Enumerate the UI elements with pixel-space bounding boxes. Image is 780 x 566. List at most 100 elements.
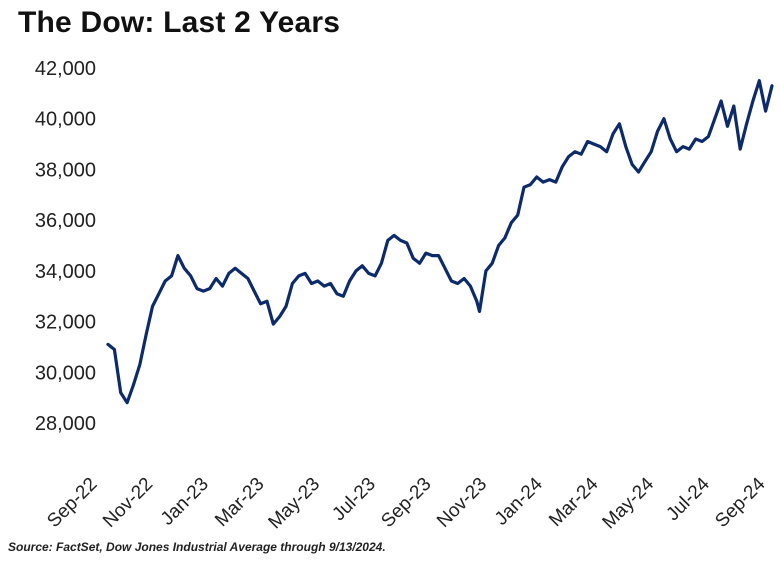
data-point bbox=[138, 363, 141, 366]
data-point bbox=[151, 305, 154, 308]
y-axis: 28,000 30,000 32,000 34,000 36,000 38,000 40,0… bbox=[35, 58, 96, 435]
y-tick-label: 30,000 bbox=[35, 362, 96, 384]
data-point bbox=[491, 262, 494, 265]
y-tick-label: 34,000 bbox=[35, 261, 96, 283]
data-point bbox=[240, 272, 243, 275]
data-point bbox=[291, 282, 294, 285]
y-tick-label: 42,000 bbox=[35, 58, 96, 80]
data-point bbox=[611, 132, 615, 136]
data-point bbox=[656, 130, 659, 133]
data-point bbox=[713, 117, 716, 120]
data-point bbox=[478, 310, 481, 313]
data-point bbox=[367, 272, 370, 275]
data-point bbox=[227, 272, 230, 275]
data-point bbox=[329, 282, 332, 285]
data-point bbox=[272, 322, 275, 326]
data-point bbox=[662, 117, 666, 120]
data-point bbox=[624, 145, 627, 148]
data-point bbox=[361, 264, 364, 267]
data-point bbox=[164, 279, 167, 283]
data-point bbox=[354, 269, 358, 273]
data-point bbox=[157, 292, 161, 295]
data-point bbox=[399, 239, 402, 242]
y-tick-label: 40,000 bbox=[35, 109, 96, 131]
data-point bbox=[284, 305, 288, 308]
x-tick-label: May-23 bbox=[265, 474, 325, 534]
data-point bbox=[405, 241, 408, 245]
data-point bbox=[675, 150, 678, 153]
data-point bbox=[719, 99, 723, 103]
data-point bbox=[183, 267, 186, 270]
data-point bbox=[484, 269, 488, 273]
data-point bbox=[348, 279, 351, 283]
data-point bbox=[548, 178, 551, 181]
data-point bbox=[618, 122, 621, 126]
x-tick-label: Sep-22 bbox=[43, 474, 101, 532]
x-tick-label: Jan-24 bbox=[491, 473, 547, 529]
data-point bbox=[412, 257, 415, 260]
data-point bbox=[342, 295, 345, 298]
data-point bbox=[234, 267, 237, 270]
data-point bbox=[605, 150, 608, 153]
data-point bbox=[316, 279, 319, 283]
data-point bbox=[516, 213, 519, 217]
data-point bbox=[586, 140, 589, 143]
data-point bbox=[475, 300, 478, 303]
y-tick-label: 32,000 bbox=[35, 312, 96, 334]
data-point bbox=[259, 302, 262, 305]
data-point bbox=[195, 287, 199, 290]
dow-series-line bbox=[106, 79, 774, 405]
chart-title: The Dow: Last 2 Years bbox=[18, 6, 341, 39]
data-point bbox=[503, 236, 507, 240]
data-point bbox=[739, 147, 742, 151]
data-point bbox=[189, 274, 192, 278]
data-point bbox=[431, 254, 434, 257]
data-point bbox=[630, 163, 634, 166]
data-point bbox=[688, 147, 691, 151]
data-point bbox=[437, 254, 440, 257]
data-point bbox=[323, 284, 326, 288]
data-point bbox=[681, 145, 685, 148]
data-point bbox=[221, 284, 224, 288]
data-point bbox=[751, 99, 755, 103]
data-point bbox=[145, 333, 148, 336]
data-point bbox=[573, 150, 577, 153]
data-point bbox=[310, 282, 313, 285]
data-point bbox=[113, 348, 116, 351]
y-tick-label: 28,000 bbox=[35, 413, 96, 435]
data-point bbox=[208, 287, 211, 290]
data-point bbox=[592, 142, 596, 146]
data-point bbox=[456, 282, 459, 285]
data-point bbox=[443, 267, 447, 270]
data-point bbox=[278, 315, 281, 318]
data-point bbox=[561, 165, 564, 169]
data-point bbox=[745, 122, 748, 126]
data-point bbox=[386, 239, 389, 242]
x-tick-label: May-24 bbox=[599, 473, 659, 533]
data-point bbox=[424, 251, 428, 255]
data-point bbox=[170, 274, 173, 278]
x-tick-label: Jul-24 bbox=[662, 473, 714, 525]
x-tick-label: Mar-24 bbox=[545, 473, 603, 531]
data-point bbox=[253, 289, 256, 293]
y-tick-label: 36,000 bbox=[35, 210, 96, 232]
plot-area bbox=[106, 79, 774, 405]
data-point bbox=[303, 272, 307, 275]
data-point bbox=[726, 125, 729, 128]
data-point bbox=[469, 284, 472, 288]
data-point bbox=[650, 150, 653, 153]
data-point bbox=[541, 180, 545, 184]
data-point bbox=[418, 262, 421, 265]
data-point bbox=[462, 277, 466, 280]
data-point bbox=[707, 135, 710, 138]
data-point bbox=[599, 145, 602, 148]
x-tick-label: Jan-23 bbox=[157, 474, 213, 530]
data-point bbox=[732, 104, 735, 108]
y-tick-label: 38,000 bbox=[35, 159, 96, 181]
data-point bbox=[770, 84, 774, 88]
data-point bbox=[567, 155, 570, 158]
data-point bbox=[669, 137, 672, 141]
data-point bbox=[554, 180, 557, 184]
